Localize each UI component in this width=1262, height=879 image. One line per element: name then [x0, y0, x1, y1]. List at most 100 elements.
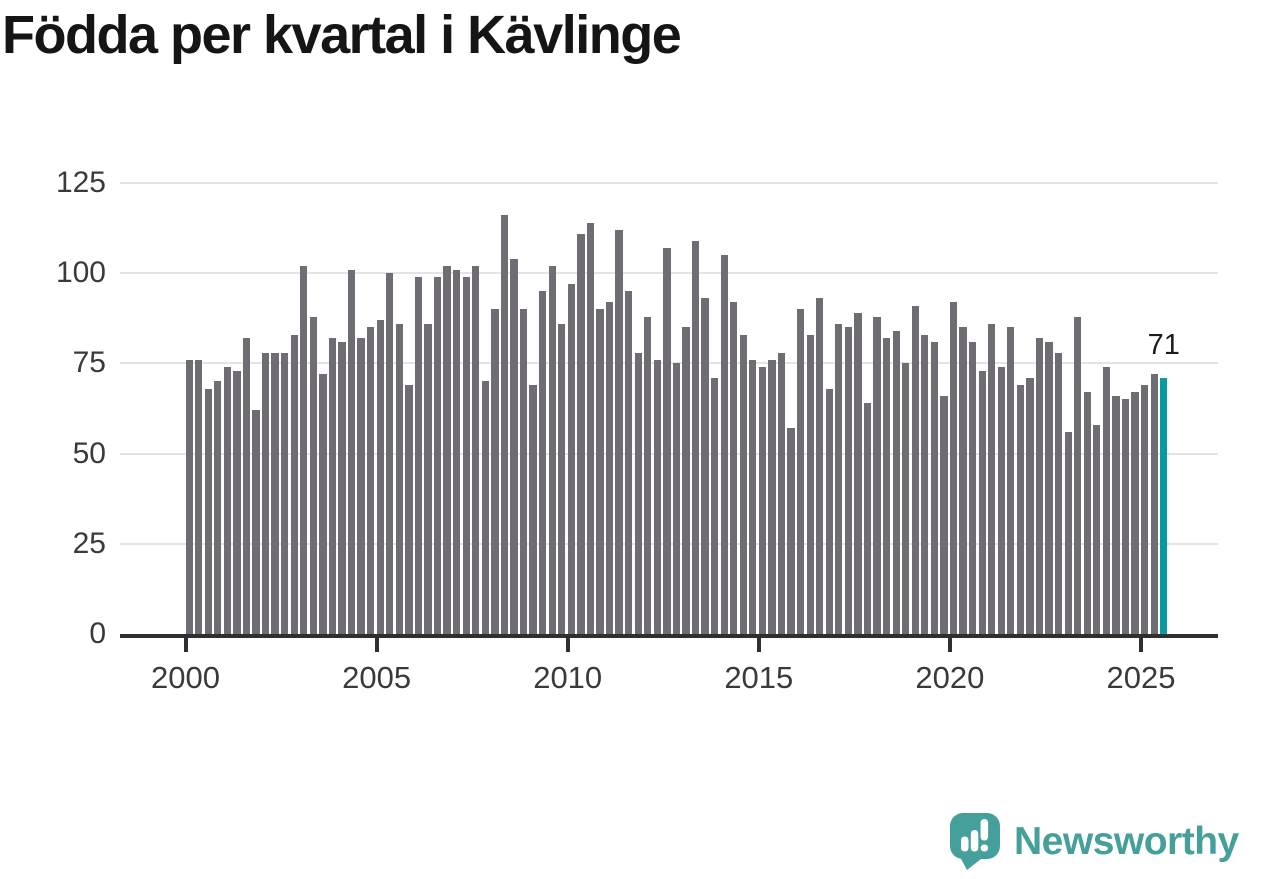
bar: [730, 302, 738, 634]
bar: [930, 341, 939, 634]
bar: [634, 352, 642, 634]
x-axis-tick: [1139, 637, 1143, 652]
y-axis-tick-label: 75: [72, 346, 106, 380]
y-axis-tick-label: 100: [55, 256, 106, 290]
bar: [883, 338, 891, 634]
bar: [500, 215, 509, 634]
bar: [195, 359, 203, 634]
bar: [204, 388, 212, 634]
bar: [529, 385, 537, 634]
x-axis-tick: [183, 637, 188, 652]
bar: [453, 269, 461, 634]
bar: [443, 265, 451, 634]
chart-title: Födda per kvartal i Kävlinge: [2, 5, 682, 65]
bar: [357, 338, 365, 634]
bar: [1007, 327, 1015, 634]
bar: [1131, 392, 1139, 634]
bar: [787, 428, 795, 634]
bar: [433, 276, 442, 634]
y-axis-tick-label: 50: [72, 436, 106, 470]
bar: [825, 388, 833, 634]
bar: [1102, 367, 1111, 634]
bar: [749, 359, 757, 634]
bar: [376, 320, 384, 634]
bar: [1093, 424, 1101, 634]
bar: [1074, 316, 1082, 634]
bar: [1112, 395, 1120, 634]
bar: [328, 338, 337, 634]
bar: [625, 291, 633, 634]
bar: [319, 374, 327, 634]
bar: [892, 330, 900, 634]
bar: [233, 370, 241, 634]
highlighted-bar: [1160, 377, 1168, 634]
x-axis-tick-label: 2005: [342, 660, 412, 695]
bar: [462, 276, 470, 634]
bar: [395, 323, 403, 634]
bar: [902, 363, 910, 634]
bar: [281, 352, 289, 634]
bar: [223, 367, 231, 634]
x-axis-tick-label: 2015: [724, 660, 794, 695]
bar: [653, 359, 661, 634]
bar: [672, 363, 681, 634]
bar: [854, 312, 862, 634]
bar: [711, 377, 719, 634]
bar: [347, 269, 356, 634]
bar: [1083, 392, 1091, 634]
bar: [758, 367, 767, 634]
bar: [682, 327, 690, 634]
bar: [1026, 377, 1034, 634]
bar: [424, 323, 432, 634]
bar: [720, 255, 728, 634]
bar: [1016, 385, 1025, 634]
bar: [567, 284, 575, 634]
y-axis-tick-label: 25: [72, 526, 106, 560]
bar: [844, 327, 853, 634]
bar: [558, 323, 566, 634]
gridline: [120, 182, 1218, 184]
bar: [1141, 385, 1149, 634]
bar: [863, 403, 872, 634]
bar: [605, 302, 614, 634]
plot-area: [120, 182, 1218, 638]
bar: [663, 247, 671, 634]
bar: [1121, 399, 1130, 634]
bar: [978, 370, 986, 634]
bar: [797, 309, 805, 634]
bar: [261, 352, 270, 634]
bar: [777, 352, 786, 634]
bar: [214, 381, 222, 634]
x-axis-tick-label: 2010: [533, 660, 603, 695]
x-axis-tick: [947, 637, 952, 652]
x-axis-tick: [756, 637, 761, 652]
bar: [577, 233, 585, 634]
bar: [586, 222, 595, 634]
bar: [481, 381, 489, 634]
bar: [949, 302, 958, 634]
x-axis-tick-label: 2025: [1106, 660, 1176, 695]
bar: [835, 323, 843, 634]
x-axis-tick-label: 2020: [915, 660, 985, 695]
bar: [386, 273, 394, 634]
bar: [691, 240, 700, 634]
bar: [367, 327, 375, 634]
bar: [768, 359, 776, 634]
bar: [988, 323, 996, 634]
bar: [969, 341, 977, 634]
bar: [701, 298, 709, 634]
bar: [300, 265, 308, 634]
bar: [491, 309, 499, 634]
bar: [911, 305, 919, 634]
bar: [519, 309, 528, 634]
bar: [338, 341, 346, 634]
bar: [816, 298, 824, 634]
newsworthy-wordmark: Newsworthy: [1014, 820, 1239, 863]
bar: [414, 276, 423, 634]
bar: [290, 334, 298, 634]
bar: [1150, 374, 1158, 634]
speech-bubble-bar-chart-icon: [950, 813, 1000, 870]
bar: [1055, 352, 1063, 634]
bar: [940, 395, 948, 634]
